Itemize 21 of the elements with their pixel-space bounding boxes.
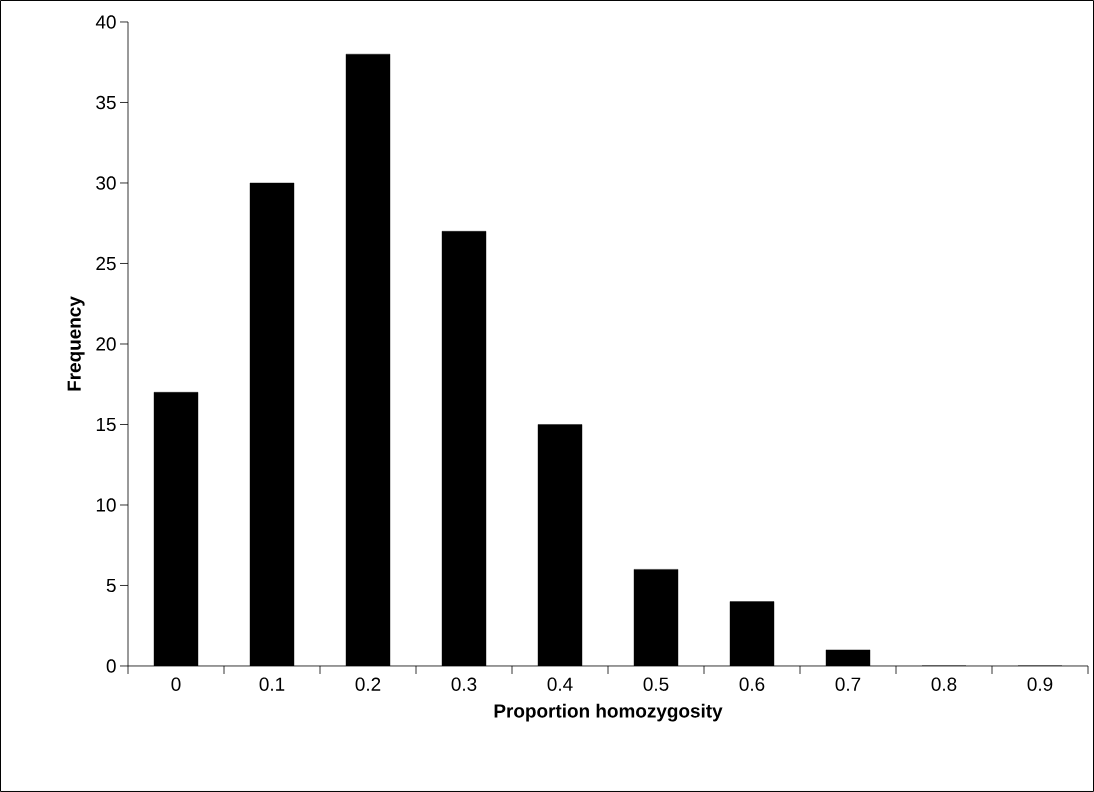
x-axis-title: Proportion homozygosity <box>494 703 723 722</box>
y-tick-label: 15 <box>96 417 116 432</box>
x-tick-label: 0.3 <box>451 677 477 691</box>
y-axis-title: Frequency <box>67 296 85 391</box>
y-tick-label: 0 <box>106 659 116 673</box>
x-tick-label: 0.7 <box>835 677 861 691</box>
y-tick-label: 35 <box>96 95 116 110</box>
y-tick-label: 10 <box>96 498 116 512</box>
y-tick-label: 40 <box>95 15 116 29</box>
x-tick-label: 0.2 <box>355 677 381 691</box>
x-tick-label: 0 <box>171 677 181 691</box>
y-tick-label: 5 <box>106 578 116 593</box>
x-tick-label: 0.5 <box>643 677 669 691</box>
x-tick-label: 0.1 <box>259 677 285 691</box>
x-tick-label: 0.6 <box>739 677 765 691</box>
y-tick-label: 30 <box>96 176 116 190</box>
x-tick-label: 0.9 <box>1027 677 1053 691</box>
x-tick-label: 0.8 <box>931 677 957 691</box>
y-tick-label: 20 <box>96 337 116 351</box>
x-tick-label: 0.4 <box>547 677 573 691</box>
y-tick-label: 25 <box>96 256 116 271</box>
